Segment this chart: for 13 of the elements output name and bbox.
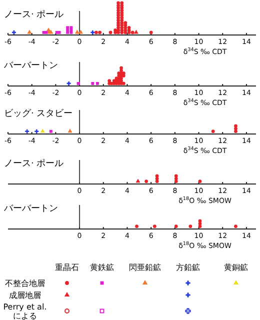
text: ノース· ポール [4,10,64,20]
chart-title: バーバートン [3,61,58,71]
category-label: 成層地層 [9,291,41,300]
category-label: 閃亜鉛鉱 [129,263,161,272]
category-label: 黄銅鉱 [224,263,248,272]
category-label: 方鉛鉱 [176,263,200,272]
chart-title: バーバートン [3,204,58,214]
category-label: 重晶石 [55,263,79,272]
category-label: 黄鉄鉱 [90,263,114,272]
chart-title: ノース· ポール [4,159,64,169]
category-label: 不整合地層 [5,279,45,288]
chart-title: ビッグ· スタビー [4,108,73,119]
category-label: Perry et al. による [3,302,47,320]
